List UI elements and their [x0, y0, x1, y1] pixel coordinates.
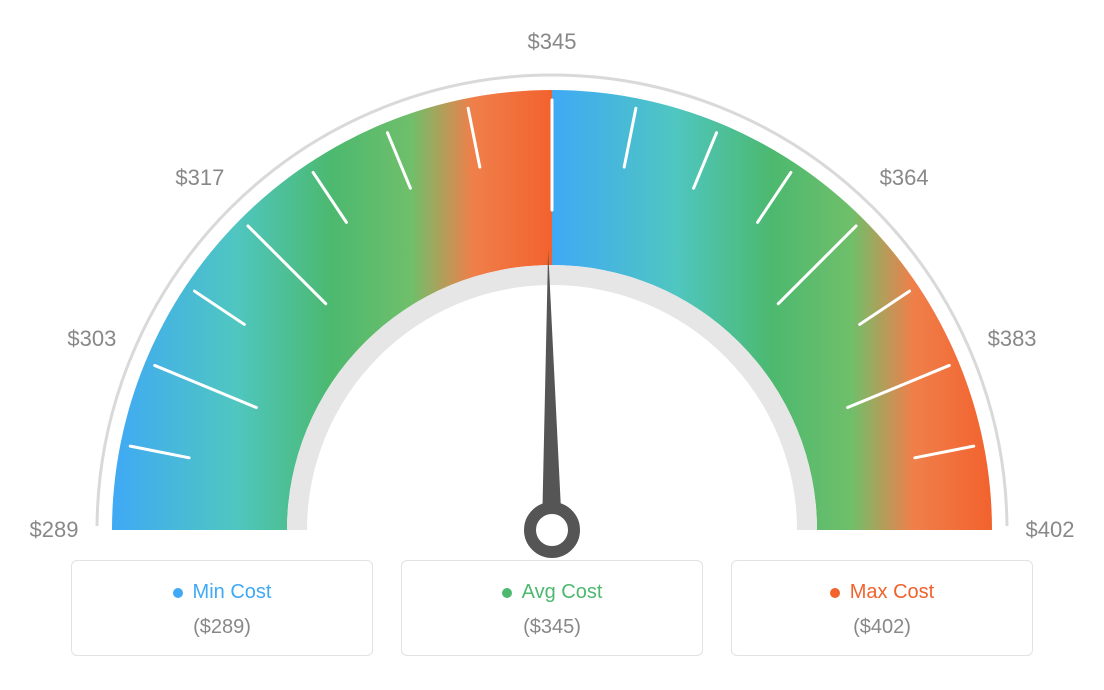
gauge-needle-hub [530, 508, 574, 552]
gauge-tick-label: $383 [988, 326, 1037, 352]
legend-dot-avg [502, 588, 512, 598]
gauge-tick-label: $402 [1026, 517, 1075, 543]
gauge-needle [542, 250, 562, 530]
gauge-chart: $289 $303 $317 $345 $364 $383 $402 [0, 0, 1104, 560]
legend-value-max: ($402) [732, 616, 1032, 639]
legend-title-min: Min Cost [173, 581, 272, 604]
gauge-tick-label: $345 [528, 29, 577, 55]
gauge-tick-label: $364 [880, 165, 929, 191]
legend-label-avg: Avg Cost [522, 581, 603, 604]
gauge-svg [0, 0, 1104, 560]
gauge-tick-label: $303 [67, 326, 116, 352]
gauge-tick-label: $289 [30, 517, 79, 543]
legend-label-min: Min Cost [193, 581, 272, 604]
legend-dot-min [173, 588, 183, 598]
legend-card-avg: Avg Cost ($345) [401, 560, 703, 656]
legend-value-min: ($289) [72, 616, 372, 639]
legend-title-max: Max Cost [830, 581, 934, 604]
legend-dot-max [830, 588, 840, 598]
gauge-tick-label: $317 [175, 165, 224, 191]
legend-card-min: Min Cost ($289) [71, 560, 373, 656]
legend-value-avg: ($345) [402, 616, 702, 639]
legend-row: Min Cost ($289) Avg Cost ($345) Max Cost… [0, 560, 1104, 676]
legend-label-max: Max Cost [850, 581, 934, 604]
legend-title-avg: Avg Cost [502, 581, 603, 604]
legend-card-max: Max Cost ($402) [731, 560, 1033, 656]
